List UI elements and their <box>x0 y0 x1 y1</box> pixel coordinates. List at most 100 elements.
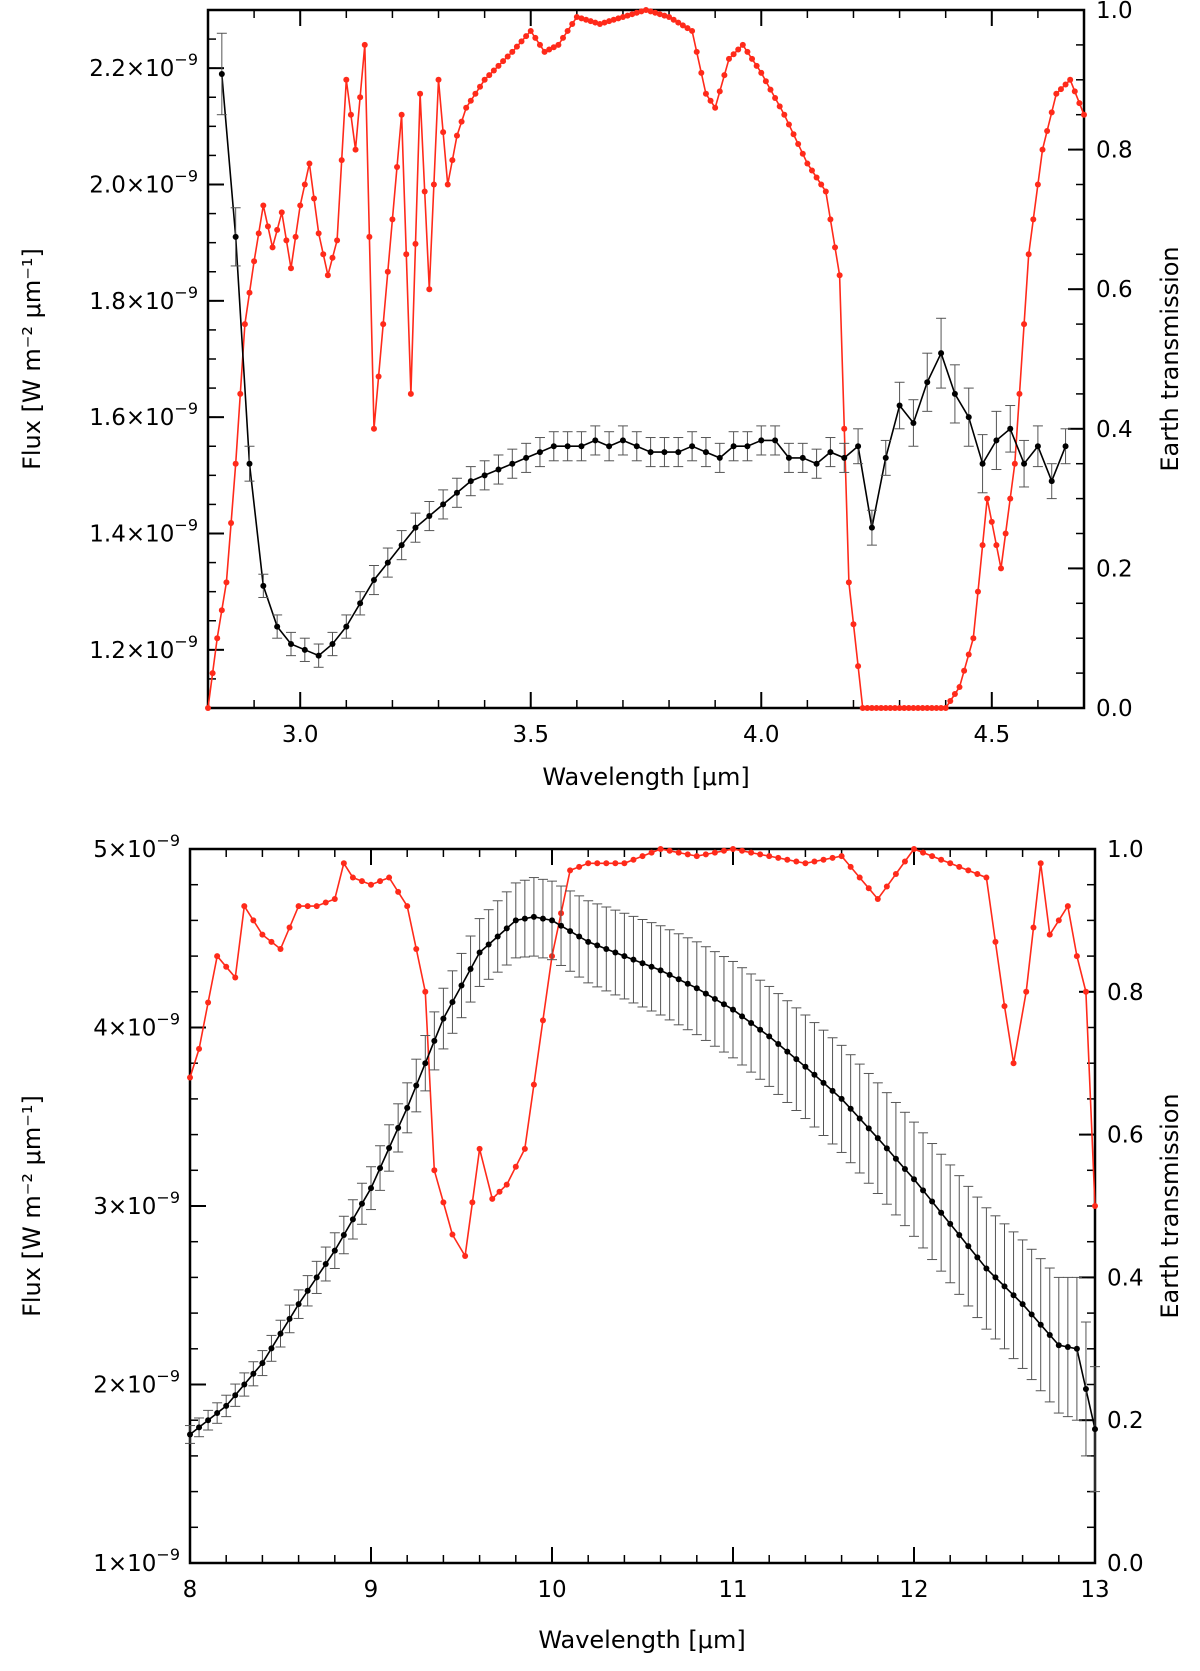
transmission-point <box>775 854 782 861</box>
transmission-point <box>583 16 590 23</box>
transmission-point <box>965 867 972 874</box>
x-tick-label: 10 <box>537 1577 566 1603</box>
flux-point <box>205 1417 212 1424</box>
flux-point <box>357 600 364 607</box>
flux-point <box>494 933 501 940</box>
transmission-point <box>496 1188 503 1195</box>
transmission-point <box>490 67 497 74</box>
transmission-point <box>430 181 437 188</box>
transmission-point <box>368 881 374 888</box>
transmission-point <box>592 19 599 26</box>
transmission-point <box>241 903 248 910</box>
transmission-point <box>286 924 293 931</box>
transmission-point <box>928 705 935 711</box>
transmission-point <box>237 390 244 397</box>
transmission-point <box>228 520 235 527</box>
transmission-point <box>1082 988 1089 995</box>
flux-point <box>868 524 875 531</box>
flux-point <box>567 928 574 935</box>
transmission-point <box>241 321 248 328</box>
y-axis-label-bottom: Flux [W m⁻² μm⁻¹] <box>18 1095 46 1317</box>
flux-point <box>979 460 986 467</box>
transmission-point <box>753 62 760 69</box>
y2-tick-label: 0.0 <box>1107 1551 1144 1577</box>
flux-point <box>603 945 610 952</box>
transmission-point <box>313 903 320 910</box>
flux-point <box>458 982 465 989</box>
transmission-point <box>813 174 820 181</box>
transmission-point <box>878 705 885 711</box>
transmission-point <box>504 53 511 60</box>
transmission-point <box>808 167 815 174</box>
transmission-point <box>250 917 257 924</box>
transmission-point <box>196 1045 203 1052</box>
flux-point <box>259 1360 266 1367</box>
transmission-point <box>366 233 373 240</box>
transmission-point <box>259 931 266 938</box>
transmission-point <box>407 390 414 397</box>
flux-point <box>811 1071 818 1078</box>
transmission-point <box>386 874 393 881</box>
transmission-point <box>331 895 338 902</box>
flux-point <box>301 646 308 653</box>
flux-point <box>295 1301 302 1308</box>
flux-point <box>829 1087 836 1094</box>
transmission-point <box>503 1181 510 1188</box>
transmission-series-bottom <box>187 846 1098 1259</box>
transmission-point <box>530 1081 537 1088</box>
flux-series-bottom <box>185 877 1100 1493</box>
flux-point <box>684 980 691 987</box>
flux-point <box>250 1370 257 1377</box>
transmission-point <box>472 90 479 97</box>
transmission-point <box>647 8 654 15</box>
flux-point <box>892 1155 899 1162</box>
transmission-series-top <box>205 7 1087 711</box>
transmission-point <box>725 55 732 62</box>
flux-point <box>476 949 483 956</box>
transmission-point <box>689 27 696 34</box>
transmission-point <box>297 202 304 209</box>
transmission-point <box>1044 127 1051 134</box>
transmission-point <box>1025 251 1032 258</box>
transmission-point <box>998 565 1005 572</box>
transmission-point <box>643 7 649 13</box>
transmission-point <box>856 874 863 881</box>
transmission-point <box>1030 216 1037 223</box>
transmission-point <box>832 244 839 251</box>
flux-point <box>883 1145 890 1152</box>
transmission-point <box>850 621 857 628</box>
transmission-point <box>983 874 990 881</box>
x-tick-label: 12 <box>899 1577 928 1603</box>
transmission-point <box>684 851 691 858</box>
transmission-point <box>730 51 737 58</box>
transmission-point <box>675 849 682 856</box>
transmission-point <box>1001 1003 1008 1010</box>
transmission-point <box>500 58 507 65</box>
y-tick-label: 2.0×10−9 <box>89 167 198 199</box>
transmission-point <box>518 38 525 45</box>
transmission-point <box>767 86 774 93</box>
transmission-point <box>477 83 484 90</box>
y2-tick-label: 0.0 <box>1096 696 1133 722</box>
transmission-point <box>384 268 391 275</box>
transmission-point <box>762 78 769 85</box>
flux-point <box>536 449 543 456</box>
transmission-point <box>758 69 765 76</box>
transmission-point <box>1039 146 1046 153</box>
flux-line <box>221 73 1067 657</box>
transmission-point <box>749 55 756 62</box>
transmission-point <box>735 46 742 53</box>
transmission-point <box>476 1145 483 1152</box>
transmission-point <box>594 860 601 867</box>
transmission-point <box>1073 953 1080 960</box>
transmission-point <box>564 27 571 34</box>
transmission-point <box>656 11 663 18</box>
transmission-point <box>370 425 377 432</box>
flux-point <box>633 443 640 450</box>
transmission-point <box>811 858 818 865</box>
transmission-point <box>612 860 619 867</box>
transmission-point <box>523 33 530 40</box>
transmission-point <box>268 938 275 945</box>
flux-point <box>521 915 528 922</box>
y2-tick-label: 0.6 <box>1096 277 1133 303</box>
